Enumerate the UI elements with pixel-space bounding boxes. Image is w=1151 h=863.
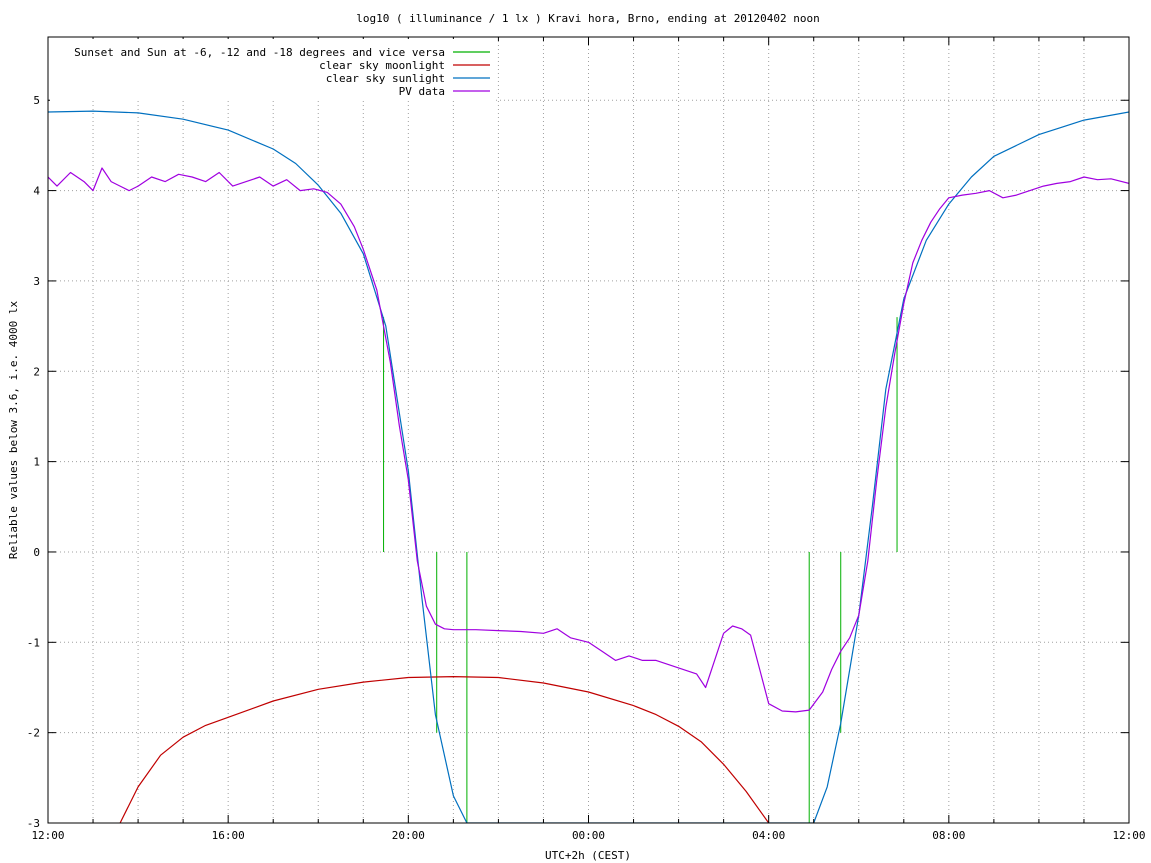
y-tick-label: -1 (27, 636, 40, 649)
x-axis-label: UTC+2h (CEST) (545, 849, 631, 862)
legend-entry-label: PV data (399, 85, 445, 98)
x-tick-label: 20:00 (392, 829, 425, 842)
x-tick-label: 16:00 (212, 829, 245, 842)
series-line-2 (48, 110, 1129, 823)
chart-title: log10 ( illuminance / 1 lx ) Kravi hora,… (356, 12, 820, 25)
legend: Sunset and Sun at -6, -12 and -18 degree… (50, 39, 495, 101)
series-line-1 (119, 676, 770, 823)
y-tick-label: -2 (27, 727, 40, 740)
y-tick-label: -3 (27, 817, 40, 830)
y-axis-label: Reliable values below 3.6, i.e. 4000 lx (7, 300, 20, 559)
x-tick-label: 12:00 (31, 829, 64, 842)
x-tick-label: 12:00 (1112, 829, 1145, 842)
y-tick-label: 0 (33, 546, 40, 559)
y-tick-label: 5 (33, 94, 40, 107)
y-tick-label: 1 (33, 456, 40, 469)
x-tick-label: 08:00 (932, 829, 965, 842)
x-tick-label: 00:00 (572, 829, 605, 842)
legend-entry-label: clear sky sunlight (326, 72, 445, 85)
series-group (48, 110, 1129, 823)
legend-entry-label: clear sky moonlight (319, 59, 445, 72)
y-tick-label: 2 (33, 365, 40, 378)
y-tick-label: 4 (33, 185, 40, 198)
series-line-3 (48, 167, 1129, 713)
x-tick-label: 04:00 (752, 829, 785, 842)
y-tick-label: 3 (33, 275, 40, 288)
legend-entry-label: Sunset and Sun at -6, -12 and -18 degree… (74, 46, 445, 59)
grid-lines (48, 37, 1129, 823)
legend-background (50, 39, 495, 101)
plot-series (48, 110, 1129, 823)
axis-ticks: -3 -2 -1 0 1 2 3 4 5 12:00 16:00 20:00 00:00 04:00 08:… (27, 37, 1146, 842)
